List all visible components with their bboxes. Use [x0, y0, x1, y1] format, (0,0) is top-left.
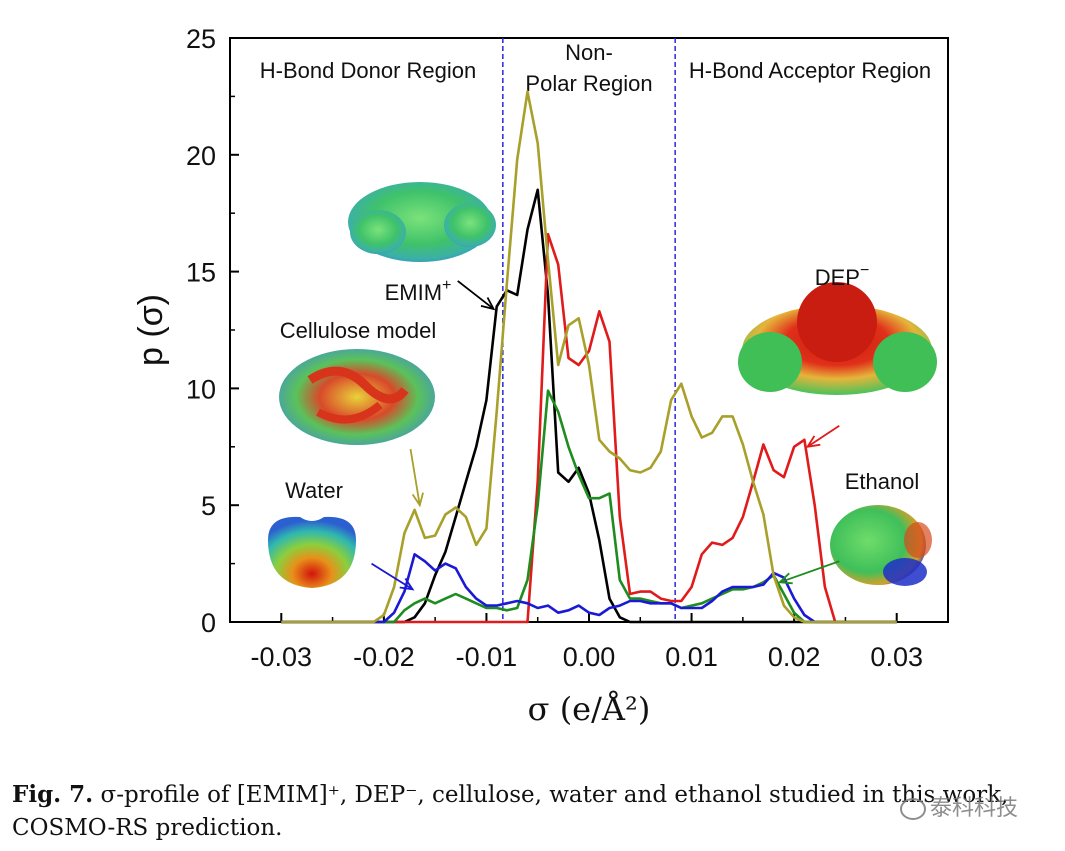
- region-label-line: H-Bond Acceptor Region: [689, 58, 931, 83]
- region-label-0: H-Bond Donor Region: [260, 58, 476, 83]
- cellulose-surface-shape: [316, 401, 383, 424]
- y-tick-label-0: 0: [201, 608, 216, 638]
- y-tick-label-3: 15: [186, 258, 216, 288]
- annotation-arrow-head-emim: [480, 297, 496, 311]
- annotation-arrow-head-dep: [805, 435, 821, 449]
- emim-molecule-image: [348, 182, 496, 262]
- molecule-images: [268, 182, 937, 588]
- cellulose-molecule-image: [279, 349, 435, 445]
- region-label-line: Polar Region: [525, 71, 652, 96]
- annotation-label-emim: EMIM+: [385, 277, 452, 305]
- region-label-2: H-Bond Acceptor Region: [689, 58, 931, 83]
- annotation-arrow-head-cellulose: [411, 492, 424, 508]
- dep-surface-shape: [797, 282, 877, 362]
- series-line-ethanol: [281, 90, 897, 624]
- sigma-profile-chart: H-Bond Donor Region Non- Polar Region H-Bon…: [132, 24, 949, 728]
- watermark-text: 泰科科技: [930, 796, 1019, 821]
- annotation-label-superscript: +: [442, 277, 451, 294]
- annotation-arrow-line-cellulose: [409, 448, 421, 506]
- figure-caption-text: σ-profile of [EMIM]⁺, DEP⁻, cellulose, w…: [12, 782, 1009, 841]
- cellulose-surface-shape: [307, 366, 409, 404]
- emim-surface-shape: [350, 210, 406, 254]
- x-axis-label: σ (e/Å²): [528, 690, 651, 728]
- annotation-arrow-line-dep: [806, 425, 840, 448]
- watermark: 泰科科技: [900, 790, 1018, 822]
- annotation-arrow-line-emim: [457, 280, 495, 310]
- series-line-dep: [281, 232, 897, 624]
- annotation-label-name: EMIM: [385, 280, 442, 305]
- x-tick-label-3: 0.00: [563, 642, 616, 672]
- y-tick-label-4: 20: [186, 141, 216, 171]
- region-label-line: H-Bond Donor Region: [260, 58, 476, 83]
- annotation-label-name: Cellulose model: [280, 318, 437, 343]
- cellulose-surface-shape: [279, 349, 435, 445]
- y-tick-label-2: 10: [186, 374, 216, 404]
- annotation-label-ethanol: Ethanol: [845, 469, 920, 494]
- water-surface-shape: [268, 516, 356, 588]
- ethanol-surface-shape: [883, 558, 927, 586]
- annotation-label-name: Ethanol: [845, 469, 920, 494]
- region-label-line: Non-: [565, 40, 613, 65]
- y-tick-label-5: 25: [186, 24, 216, 54]
- annotation-label-cellulose: Cellulose model: [280, 318, 437, 343]
- region-label-1: Non- Polar Region: [525, 40, 652, 96]
- ethanol-molecule-image: [830, 505, 932, 586]
- x-tick-label-1: -0.02: [353, 642, 415, 672]
- dep-molecule-image: [738, 282, 937, 395]
- emim-surface-shape: [444, 203, 496, 247]
- figure-caption: Fig. 7. σ-profile of [EMIM]⁺, DEP⁻, cell…: [12, 778, 1062, 845]
- series-line-water: [281, 553, 897, 624]
- figure-label: Fig. 7.: [12, 781, 94, 808]
- annotation-arrow-head-ethanol: [777, 572, 793, 585]
- annotation-label-name: Water: [285, 478, 343, 503]
- series-line-emim: [281, 188, 897, 624]
- annotation-label-name: DEP: [815, 265, 860, 290]
- water-molecule-image: [268, 516, 356, 588]
- x-tick-label-4: 0.01: [665, 642, 718, 672]
- x-tick-label-6: 0.03: [870, 642, 923, 672]
- ethanol-surface-shape: [904, 522, 932, 558]
- wechat-logo-icon: [900, 798, 926, 820]
- x-tick-label-5: 0.02: [768, 642, 821, 672]
- dep-surface-shape: [738, 332, 802, 392]
- x-tick-label-2: -0.01: [456, 642, 518, 672]
- series-line-cellulose: [281, 389, 897, 624]
- annotation-label-water: Water: [285, 478, 343, 503]
- y-axis-label: p (σ): [132, 294, 170, 366]
- annotation-arrow-head-water: [399, 578, 415, 591]
- annotation-arrow-line-ethanol: [779, 560, 840, 584]
- annotation-label-superscript: −: [860, 262, 869, 279]
- y-tick-label-1: 5: [201, 491, 216, 521]
- annotation-arrow-line-water: [371, 562, 414, 591]
- annotation-label-dep: DEP−: [815, 262, 870, 290]
- x-tick-label-0: -0.03: [251, 642, 313, 672]
- dep-surface-shape: [873, 332, 937, 392]
